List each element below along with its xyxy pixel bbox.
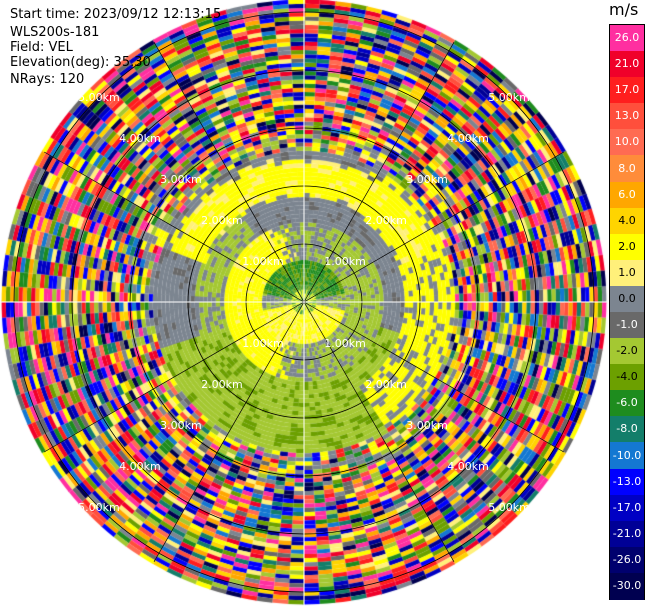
colorbar-tick-label: 1.0 [618,265,636,279]
range-ring-label: 2.00km [201,378,243,391]
colorbar-segment [610,259,644,287]
range-ring-label: 1.00km [324,337,366,350]
colorbar-segment [610,312,644,339]
colorbar-segment [610,390,644,417]
colorbar-segment [610,468,644,496]
colorbar-tick-label: -2.0 [616,344,638,358]
colorbar-segment [610,494,644,522]
colorbar-tick-label: 6.0 [618,187,636,201]
colorbar-segment [610,155,644,183]
azimuth-spoke [153,301,305,562]
colorbar-segment [610,103,644,130]
azimuth-spoke [44,301,305,453]
range-ring-label: 3.00km [406,419,448,432]
range-ring-label: 3.00km [406,173,448,186]
colorbar-tick-label: 17.0 [614,83,640,97]
nrays-label: NRays: 120 [10,72,85,87]
colorbar-segment [610,546,644,574]
elevation-label: Elevation(deg): 35.30 [10,55,151,70]
start-time-label: Start time: 2023/09/12 12:13:15 [10,7,222,22]
colorbar-tick-label: -8.0 [616,422,638,436]
colorbar-segment [610,338,644,365]
colorbar-tick-label: -30.0 [612,578,642,592]
range-ring-label: 4.00km [447,460,489,473]
ppi-overlay: 1.00km 1.00km 1.00km 1.00km 2.00km 2.00km 2.00… [4,2,604,602]
colorbar-tick-label: -4.0 [616,370,638,384]
colorbar-tick-label: -10.0 [612,448,642,462]
colorbar-tick-label: -26.0 [612,552,642,566]
colorbar-segment [610,181,644,209]
range-ring-label: 4.00km [119,460,161,473]
colorbar-tick-label: -13.0 [612,474,642,488]
azimuth-spoke [303,301,455,562]
colorbar-tick-label: 26.0 [614,31,640,45]
azimuth-spoke [303,151,564,303]
colorbar-unit: m/s [609,0,639,19]
range-ring-label: 2.00km [365,214,407,227]
range-ring-label: 4.00km [447,132,489,145]
colorbar-tick-label: 2.0 [618,239,636,253]
range-ring-label: 5.00km [488,91,530,104]
range-ring-label: 5.00km [488,501,530,514]
colorbar-segment [610,207,644,235]
field-label: Field: VEL [10,40,73,55]
colorbar-tick-label: 10.0 [614,135,640,149]
range-ring-label: 5.00km [78,91,120,104]
range-ring-label: 2.00km [365,378,407,391]
range-ring-label: 5.00km [78,501,120,514]
azimuth-spoke [44,151,305,303]
colorbar-segment [610,77,644,104]
colorbar-tick-label: -21.0 [612,526,642,540]
azimuth-spoke [153,42,305,303]
velocity-colorbar: 26.0 21.0 17.0 13.0 10.0 8.0 6.0 4.0 2.0 1.0 0.0 -1… [609,24,645,600]
azimuth-spoke [303,301,564,453]
azimuth-spoke [303,42,455,303]
instrument-label: WLS200s-181 [10,25,100,40]
colorbar-tick-label: 4.0 [618,213,636,227]
colorbar-tick-label: 21.0 [614,57,640,71]
range-ring-label: 1.00km [242,255,284,268]
colorbar-segment [610,572,644,600]
colorbar-segment [610,520,644,548]
range-ring-label: 3.00km [160,419,202,432]
colorbar-tick-label: 8.0 [618,161,636,175]
colorbar-segment [610,442,644,470]
colorbar-tick-label: -1.0 [616,318,638,332]
range-ring-label: 1.00km [324,255,366,268]
colorbar-tick-label: 13.0 [614,109,640,123]
colorbar-segment [610,285,644,313]
colorbar-segment [610,51,644,78]
range-ring-label: 2.00km [201,214,243,227]
range-ring-label: 4.00km [119,132,161,145]
colorbar-tick-label: 0.0 [618,291,636,305]
colorbar-segment [610,233,644,261]
colorbar-segment [610,129,644,157]
range-ring-label: 1.00km [242,337,284,350]
colorbar-segment [610,416,644,444]
colorbar-segment [610,364,644,391]
colorbar-segment [610,25,644,52]
range-ring-label: 3.00km [160,173,202,186]
colorbar-tick-label: -17.0 [612,500,642,514]
colorbar-tick-label: -6.0 [616,396,638,410]
